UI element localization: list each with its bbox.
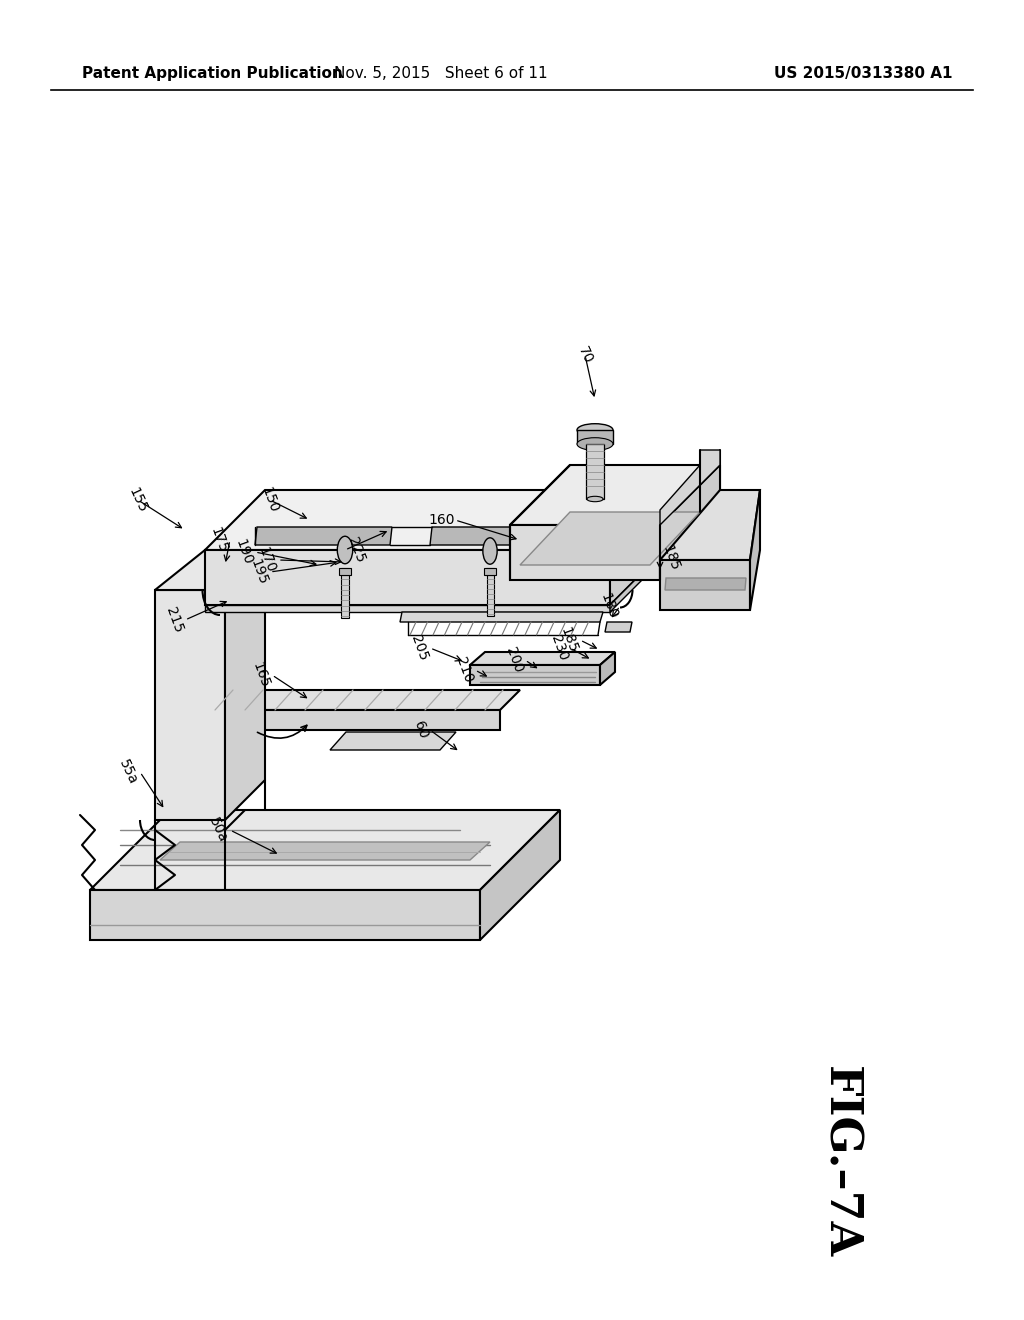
Text: 155: 155 <box>126 484 150 515</box>
Polygon shape <box>90 810 560 890</box>
Text: 185: 185 <box>558 626 580 655</box>
Polygon shape <box>660 465 720 579</box>
Polygon shape <box>600 652 615 685</box>
Polygon shape <box>90 890 480 940</box>
Polygon shape <box>400 612 603 622</box>
Text: 225: 225 <box>345 536 368 565</box>
Text: Nov. 5, 2015   Sheet 6 of 11: Nov. 5, 2015 Sheet 6 of 11 <box>334 66 547 82</box>
Text: Patent Application Publication: Patent Application Publication <box>82 66 343 82</box>
Polygon shape <box>520 512 700 565</box>
Polygon shape <box>255 527 392 545</box>
Polygon shape <box>205 550 610 605</box>
Text: 60: 60 <box>411 719 430 741</box>
Text: 210: 210 <box>453 655 475 685</box>
Polygon shape <box>486 568 494 576</box>
Text: 230: 230 <box>548 634 570 663</box>
Polygon shape <box>510 525 660 579</box>
Polygon shape <box>155 590 225 820</box>
Polygon shape <box>480 810 560 940</box>
Text: 200: 200 <box>503 645 525 675</box>
Text: 195: 195 <box>248 557 270 587</box>
Text: US 2015/0313380 A1: US 2015/0313380 A1 <box>774 66 952 82</box>
Polygon shape <box>330 733 456 750</box>
Text: 50a: 50a <box>206 816 230 845</box>
Polygon shape <box>470 652 615 665</box>
Polygon shape <box>205 605 610 612</box>
Polygon shape <box>160 842 490 861</box>
Polygon shape <box>484 569 496 576</box>
Polygon shape <box>750 490 760 610</box>
Text: FIG.–7A: FIG.–7A <box>818 1065 861 1258</box>
Text: 185: 185 <box>660 543 682 573</box>
Polygon shape <box>660 450 720 525</box>
Polygon shape <box>510 465 720 525</box>
Polygon shape <box>190 710 500 730</box>
Polygon shape <box>660 560 750 610</box>
Polygon shape <box>205 490 670 550</box>
Ellipse shape <box>483 537 497 564</box>
Polygon shape <box>430 527 562 545</box>
Ellipse shape <box>337 536 352 564</box>
Text: 190: 190 <box>232 537 255 566</box>
Polygon shape <box>610 545 670 612</box>
Text: 160: 160 <box>428 513 455 527</box>
Polygon shape <box>341 576 349 618</box>
Polygon shape <box>155 550 265 590</box>
Text: 150: 150 <box>259 486 282 515</box>
Text: 55a: 55a <box>117 758 140 787</box>
Ellipse shape <box>577 438 613 450</box>
Polygon shape <box>610 490 670 605</box>
Text: 70: 70 <box>574 345 595 366</box>
Polygon shape <box>660 490 760 560</box>
Polygon shape <box>470 665 600 685</box>
Text: 180: 180 <box>598 591 620 620</box>
Text: 215: 215 <box>163 605 185 635</box>
Polygon shape <box>339 568 351 576</box>
Ellipse shape <box>577 424 613 437</box>
Ellipse shape <box>587 496 603 502</box>
Text: 165: 165 <box>250 660 272 690</box>
Polygon shape <box>190 690 520 710</box>
Polygon shape <box>577 430 613 444</box>
Text: 205: 205 <box>408 634 430 663</box>
Polygon shape <box>341 568 349 576</box>
Polygon shape <box>586 444 604 499</box>
Polygon shape <box>486 576 494 616</box>
Polygon shape <box>225 550 265 820</box>
Polygon shape <box>665 578 746 590</box>
Text: 170: 170 <box>256 545 278 574</box>
Text: 175: 175 <box>208 525 230 554</box>
Polygon shape <box>605 622 632 632</box>
